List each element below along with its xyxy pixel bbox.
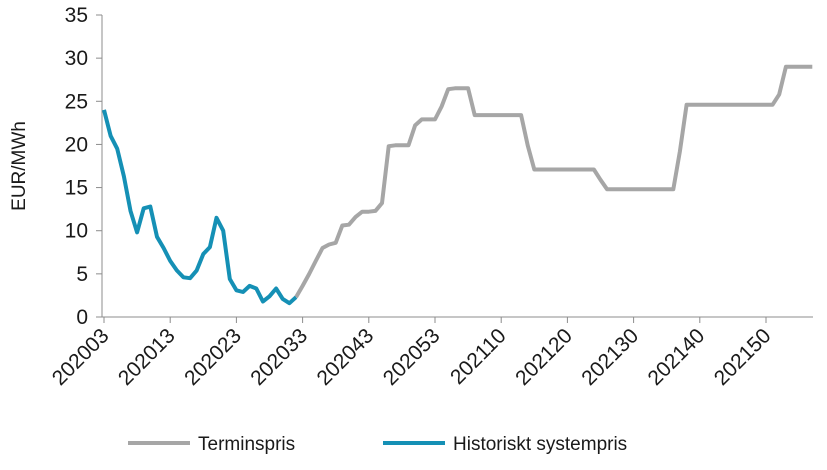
legend: Terminspris Historiskt systempris [128,434,627,455]
legend-label: Terminspris [198,434,295,455]
y-tick-label: 30 [65,47,88,70]
x-tick-label: 202023 [180,324,246,390]
x-tick-label: 202150 [710,324,776,390]
y-tick-label: 5 [76,263,88,286]
x-tick-label: 202110 [446,324,511,389]
x-tick-label: 202033 [246,324,312,390]
x-tick-label: 202003 [48,324,114,390]
y-tick-label: 20 [65,133,88,156]
x-tick-label: 202013 [114,324,180,390]
series-line-terminspris [294,64,813,299]
y-axis-title: EUR/MWh [9,121,30,211]
y-axis: 0 5 10 15 20 25 30 35 [65,4,103,329]
series-lines [102,64,813,306]
x-tick-label: 202130 [577,324,643,390]
x-tick-label: 202120 [511,324,577,390]
y-tick-label: 15 [65,177,88,200]
series-line-historiskt-systempris [102,109,298,306]
x-tick-label: 202043 [313,324,379,390]
x-axis: 202003 202013 202023 202033 202043 202053 2021… [48,316,813,390]
x-tick-label: 202140 [644,324,710,390]
x-tick-label: 202053 [379,324,445,390]
y-tick-label: 10 [65,220,88,243]
y-tick-label: 0 [76,306,88,329]
y-tick-label: 35 [65,4,88,27]
legend-label: Historiskt systempris [453,434,627,455]
y-tick-label: 25 [65,90,88,113]
